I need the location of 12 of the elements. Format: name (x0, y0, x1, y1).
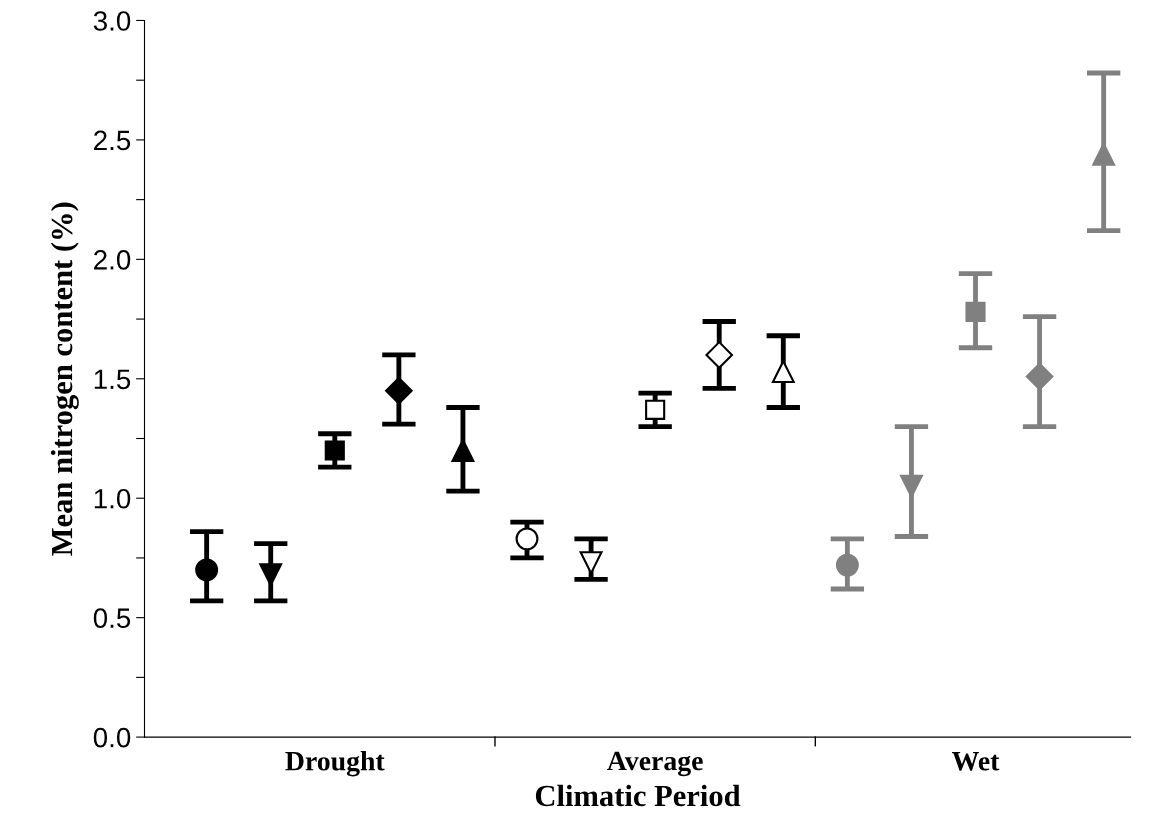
x-tick-label: Average (607, 751, 703, 777)
y-tick-label: 1.5 (94, 369, 131, 390)
y-tick-label: 0.0 (93, 727, 131, 748)
y-tick-label: 3.0 (93, 11, 131, 31)
x-tick-label: Wet (951, 752, 1000, 771)
y-tick-label: 1.0 (94, 488, 131, 509)
y-tick-label: 2.5 (94, 130, 131, 151)
x-axis-title: Climatic Period (535, 784, 741, 807)
y-axis-title: Mean nitrogen content (%) (50, 202, 79, 556)
y-tick-label: 0.5 (93, 608, 131, 628)
x-tick-label: Drought (285, 750, 385, 777)
y-tick-label: 2.0 (94, 250, 131, 270)
